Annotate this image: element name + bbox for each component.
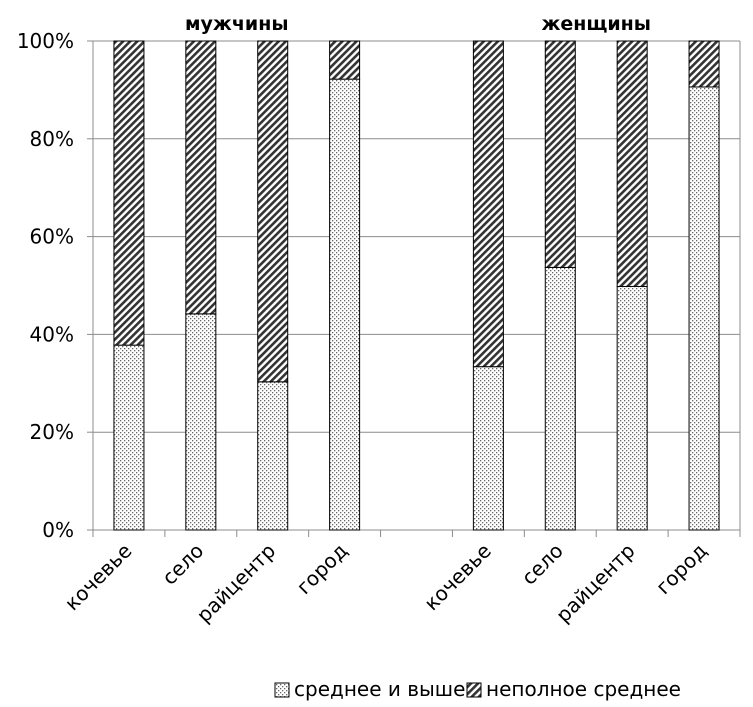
- legend-label-series-0: среднее и выше: [294, 677, 465, 701]
- bar-segment-series-1: [688, 40, 720, 88]
- y-tick-label: 80%: [30, 127, 74, 151]
- bar-segment-series-1: [257, 40, 289, 383]
- bar-segment-series-1: [113, 40, 145, 346]
- bar-segment-series-0: [329, 78, 361, 531]
- legend: среднее и выше неполное среднее: [274, 677, 681, 701]
- group-label: женщины: [541, 13, 651, 35]
- x-category-label: город: [292, 539, 352, 599]
- legend-swatch-series-1: [466, 682, 482, 698]
- bar-segment-series-0: [472, 366, 504, 531]
- x-category-label: кочевье: [419, 539, 496, 616]
- y-tick-labels: 0% 20% 40% 60% 80% 100%: [17, 29, 74, 542]
- x-category-label: кочевье: [60, 539, 137, 616]
- y-tick-label: 40%: [30, 322, 74, 346]
- x-category-label: село: [517, 539, 568, 590]
- y-tick-label: 100%: [17, 29, 74, 53]
- bar-segment-series-1: [472, 40, 504, 368]
- bar-segment-series-0: [185, 313, 217, 531]
- bar-segment-series-0: [113, 344, 145, 531]
- bar-segment-series-0: [616, 285, 648, 531]
- bar-segment-series-1: [185, 40, 217, 315]
- x-category-label: райцентр: [192, 539, 281, 628]
- x-category-label: город: [651, 539, 711, 599]
- bar-segment-series-1: [329, 40, 361, 80]
- x-category-label: село: [157, 539, 208, 590]
- group-labels: мужчины женщины: [185, 13, 651, 35]
- y-tick-label: 60%: [30, 225, 74, 249]
- group-label: мужчины: [185, 13, 289, 35]
- y-tick-label: 20%: [30, 420, 74, 444]
- bars: [113, 40, 720, 531]
- x-category-label: райцентр: [551, 539, 640, 628]
- bar-segment-series-1: [616, 40, 648, 287]
- legend-label-series-1: неполное среднее: [486, 677, 681, 701]
- legend-swatch-series-0: [274, 682, 290, 698]
- bar-segment-series-0: [544, 266, 576, 531]
- bar-segment-series-0: [257, 381, 289, 531]
- bar-segment-series-1: [544, 40, 576, 268]
- y-tick-label: 0%: [42, 518, 74, 542]
- bar-segment-series-0: [688, 86, 720, 531]
